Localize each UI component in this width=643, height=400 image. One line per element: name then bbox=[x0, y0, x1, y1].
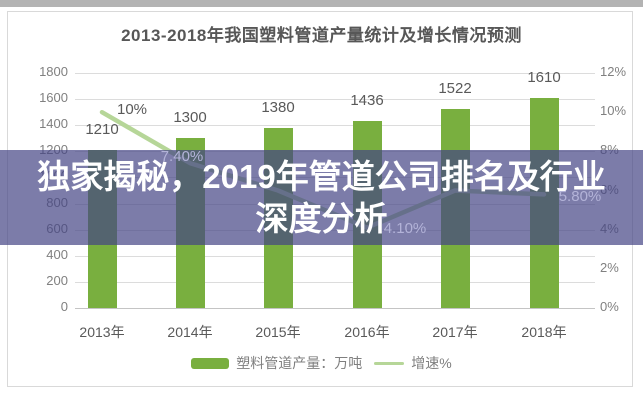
right-axis-label: 0% bbox=[600, 299, 619, 314]
legend-item-production: 塑料管道产量：万吨 bbox=[191, 353, 362, 373]
bar-series-swatch bbox=[191, 357, 230, 369]
gridline bbox=[75, 308, 595, 309]
left-axis-label: 200 bbox=[46, 272, 68, 288]
x-axis-label: 2018年 bbox=[521, 324, 567, 340]
bar-value-label: 1380 bbox=[261, 98, 295, 116]
right-axis-label: 12% bbox=[600, 64, 627, 79]
x-axis-label: 2016年 bbox=[344, 324, 390, 340]
line-series-swatch bbox=[374, 361, 405, 365]
x-axis-label: 2014年 bbox=[167, 324, 213, 340]
growth-value-label: 10% bbox=[116, 101, 148, 119]
legend-item-growth: 增速% bbox=[374, 353, 452, 373]
growth-value-label: 5.80% bbox=[558, 188, 602, 206]
left-axis-label: 1800 bbox=[39, 64, 68, 79]
gridline bbox=[75, 125, 595, 127]
page-top-edge bbox=[0, 0, 643, 7]
x-axis-label: 2013年 bbox=[79, 324, 125, 340]
bar-value-label: 1522 bbox=[438, 80, 472, 98]
bar-value-label: 1436 bbox=[350, 91, 384, 109]
promo-overlay-banner: 独家揭秘，2019年管道公司排名及行业深度分析 bbox=[0, 150, 643, 245]
x-axis-label: 2015年 bbox=[255, 324, 301, 340]
gridline bbox=[75, 73, 595, 74]
left-axis-label: 1400 bbox=[39, 116, 68, 132]
bar-value-label: 1300 bbox=[173, 109, 207, 127]
gridline bbox=[75, 255, 595, 257]
right-axis-label: 2% bbox=[600, 259, 619, 275]
left-axis-label: 400 bbox=[46, 246, 68, 262]
growth-value-label: 7.40% bbox=[160, 148, 204, 166]
growth-value-label: 4.10% bbox=[383, 219, 427, 237]
bar-value-label: 1210 bbox=[85, 121, 119, 138]
left-axis-label: 0 bbox=[60, 299, 68, 314]
right-axis-label: 10% bbox=[600, 103, 627, 119]
legend: 塑料管道产量：万吨 增速% bbox=[0, 353, 643, 373]
bar-value-label: 1610 bbox=[527, 68, 561, 86]
promo-overlay-text: 独家揭秘，2019年管道公司排名及行业深度分析 bbox=[37, 157, 606, 237]
legend-label-growth: 增速% bbox=[411, 355, 452, 371]
legend-label-production: 塑料管道产量：万吨 bbox=[236, 355, 363, 371]
x-axis-label: 2017年 bbox=[432, 324, 478, 340]
left-axis-label: 1600 bbox=[39, 90, 68, 106]
gridline bbox=[75, 281, 595, 283]
gridline bbox=[75, 99, 595, 101]
chart-title: 2013-2018年我国塑料管道产量统计及增长情况预测 bbox=[121, 26, 522, 45]
